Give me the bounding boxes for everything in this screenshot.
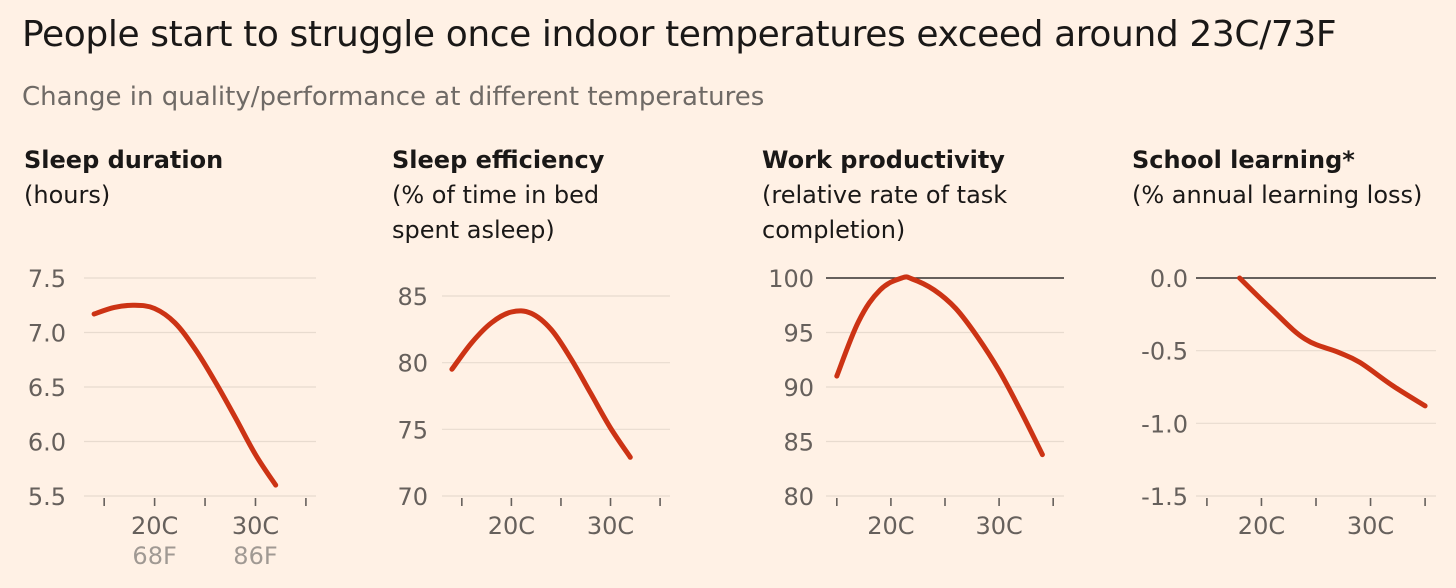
panel-unit: (% of time in bed spent asleep) xyxy=(392,181,600,244)
y-tick-label: 7.5 xyxy=(28,265,66,293)
x-tick-sublabel: 68F xyxy=(132,542,176,570)
x-tick-label: 20C xyxy=(1238,512,1285,540)
y-tick-label: 0.0 xyxy=(1150,265,1188,293)
y-tick-label: -0.5 xyxy=(1141,338,1188,366)
y-tick-label: 7.0 xyxy=(28,320,66,348)
x-tick-label: 20C xyxy=(131,512,178,540)
x-tick-label: 30C xyxy=(587,512,634,540)
series-line xyxy=(91,302,279,488)
series-line xyxy=(449,308,633,460)
y-tick-label: 95 xyxy=(783,320,814,348)
y-tick-label: -1.5 xyxy=(1141,483,1188,511)
y-tick-label: 90 xyxy=(783,374,814,402)
x-tick-label: 30C xyxy=(1347,512,1394,540)
y-tick-label: 80 xyxy=(397,350,428,378)
series-line xyxy=(834,274,1045,458)
y-tick-label: 85 xyxy=(397,283,428,311)
panel-unit: (relative rate of task completion) xyxy=(762,181,1008,244)
x-tick-label: 20C xyxy=(867,512,914,540)
y-tick-label: 100 xyxy=(768,265,814,293)
panel-title: Sleep efficiency xyxy=(392,146,605,174)
x-tick-label: 30C xyxy=(232,512,279,540)
series-line xyxy=(1237,275,1428,409)
x-tick-label: 20C xyxy=(488,512,535,540)
y-tick-label: 75 xyxy=(397,416,428,444)
y-tick-label: 80 xyxy=(783,483,814,511)
panel-title: Sleep duration xyxy=(24,146,224,174)
chart-subtitle: Change in quality/performance at differe… xyxy=(22,82,765,112)
y-tick-label: 70 xyxy=(397,483,428,511)
y-tick-label: 5.5 xyxy=(28,483,66,511)
x-tick-sublabel: 86F xyxy=(233,542,277,570)
x-tick-label: 30C xyxy=(975,512,1022,540)
y-tick-label: -1.0 xyxy=(1141,410,1188,438)
panel-title: School learning* xyxy=(1132,146,1355,174)
y-tick-label: 6.5 xyxy=(28,374,66,402)
panel-unit: (hours) xyxy=(24,181,111,209)
y-tick-label: 85 xyxy=(783,429,814,457)
panel-title: Work productivity xyxy=(762,146,1005,174)
panel-unit: (% annual learning loss) xyxy=(1132,181,1423,209)
y-tick-label: 6.0 xyxy=(28,429,66,457)
chart-title: People start to struggle once indoor tem… xyxy=(22,14,1337,55)
